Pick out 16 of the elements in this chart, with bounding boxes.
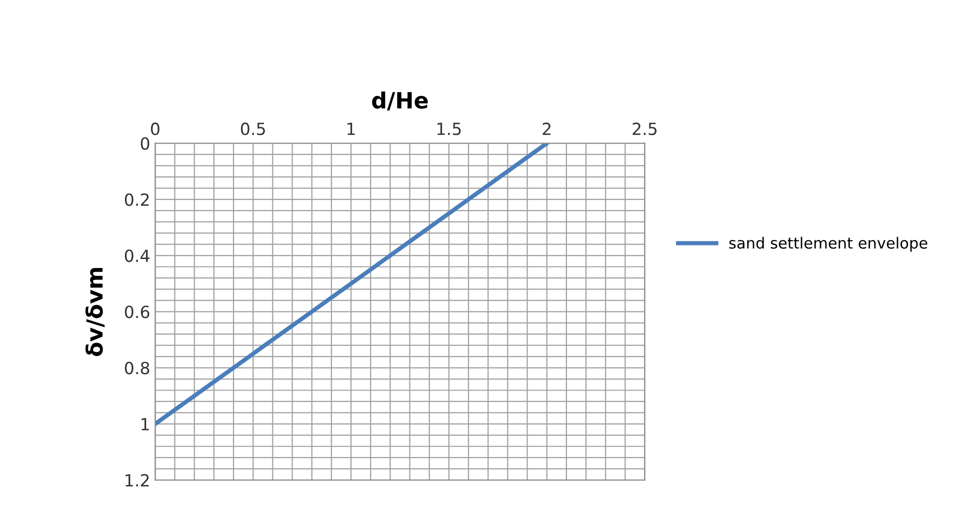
y-tick-label: 0 — [140, 137, 150, 150]
y-tick-label: 0.6 — [124, 306, 150, 318]
x-tick-label: 0 — [150, 122, 160, 136]
x-tick-label: 1.5 — [437, 122, 461, 136]
y-axis-title: δv/δvm — [85, 268, 105, 356]
y-tick-label: 0.2 — [124, 193, 149, 206]
y-tick-label: 0.4 — [124, 249, 150, 262]
legend-label: sand settlement envelope — [729, 236, 928, 252]
x-axis-title: d/He — [372, 91, 428, 110]
y-tick-label: 0.8 — [124, 362, 150, 374]
y-tick-label: 1 — [142, 418, 149, 430]
y-tick-label: 1.2 — [126, 474, 149, 486]
x-tick-label: 0.5 — [240, 122, 265, 136]
x-tick-label: 2 — [542, 122, 550, 135]
x-tick-label: 2.5 — [632, 122, 657, 136]
x-tick-label: 1 — [348, 122, 355, 135]
